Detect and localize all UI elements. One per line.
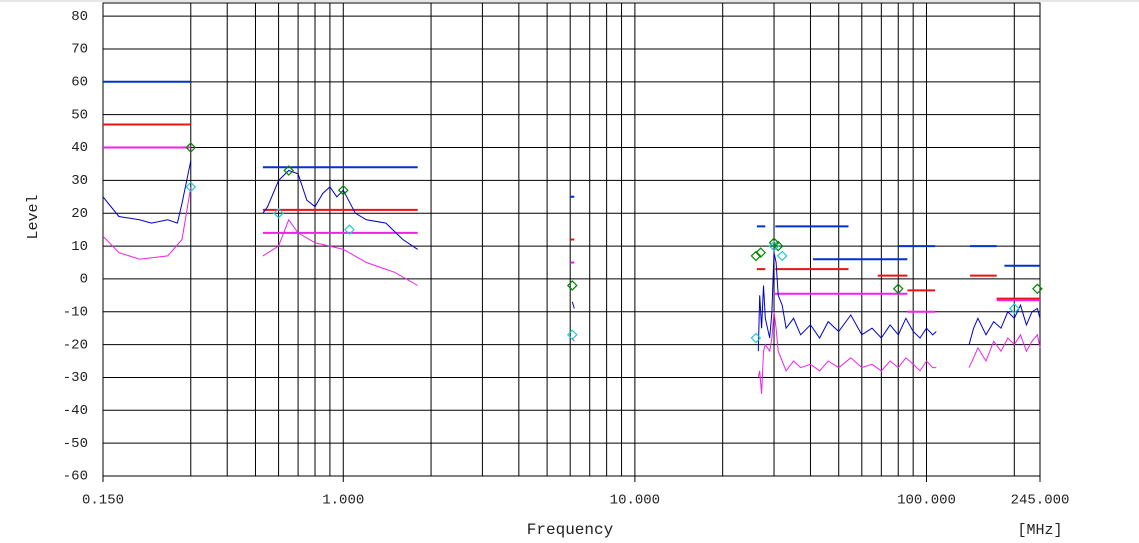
x-tick-label: 10.000 xyxy=(610,493,660,509)
y-tick-label: 20 xyxy=(71,206,88,222)
x-tick-label: 1.000 xyxy=(322,493,364,509)
x-axis-title: Frequency xyxy=(527,521,614,539)
y-tick-label: 10 xyxy=(71,239,88,255)
marker xyxy=(566,280,578,291)
marker xyxy=(768,240,780,252)
x-tick-label: 245.000 xyxy=(1011,493,1070,509)
trace xyxy=(102,186,1041,394)
marker xyxy=(772,240,784,252)
y-tick-label: 50 xyxy=(71,107,88,123)
marker xyxy=(892,283,904,295)
marker xyxy=(566,329,578,341)
y-tick-label: -10 xyxy=(63,304,88,320)
x-tick-label: 100.000 xyxy=(897,493,956,509)
y-tick-label: -60 xyxy=(63,469,88,485)
y-tick-label: 40 xyxy=(71,140,88,156)
x-tick-label: 0.150 xyxy=(82,493,124,509)
y-tick-label: -50 xyxy=(63,436,88,452)
marker xyxy=(750,250,762,262)
marker xyxy=(776,250,788,262)
y-tick-label: 70 xyxy=(71,42,88,58)
marker xyxy=(344,224,355,235)
marker xyxy=(755,247,767,258)
limit-line xyxy=(103,123,1040,300)
marker xyxy=(185,181,197,193)
marker xyxy=(185,142,197,153)
marker xyxy=(273,207,284,219)
y-tick-label: 0 xyxy=(80,272,88,288)
y-axis-title: Level xyxy=(25,194,42,239)
y-tick-label: -40 xyxy=(63,403,88,419)
marker xyxy=(1032,283,1043,295)
marker xyxy=(750,332,762,344)
marker xyxy=(768,237,780,249)
y-tick-label: -30 xyxy=(63,370,88,386)
y-tick-label: 80 xyxy=(71,9,88,25)
marker xyxy=(1008,303,1020,314)
y-tick-label: -20 xyxy=(63,337,88,353)
y-tick-label: 60 xyxy=(71,75,88,91)
limit-line xyxy=(103,80,1040,267)
trace xyxy=(102,160,1041,352)
y-tick-label: 30 xyxy=(71,173,88,189)
marker xyxy=(337,184,349,196)
limit-line xyxy=(103,146,1040,313)
x-unit: [MHz] xyxy=(1017,522,1062,539)
marker xyxy=(283,165,295,176)
